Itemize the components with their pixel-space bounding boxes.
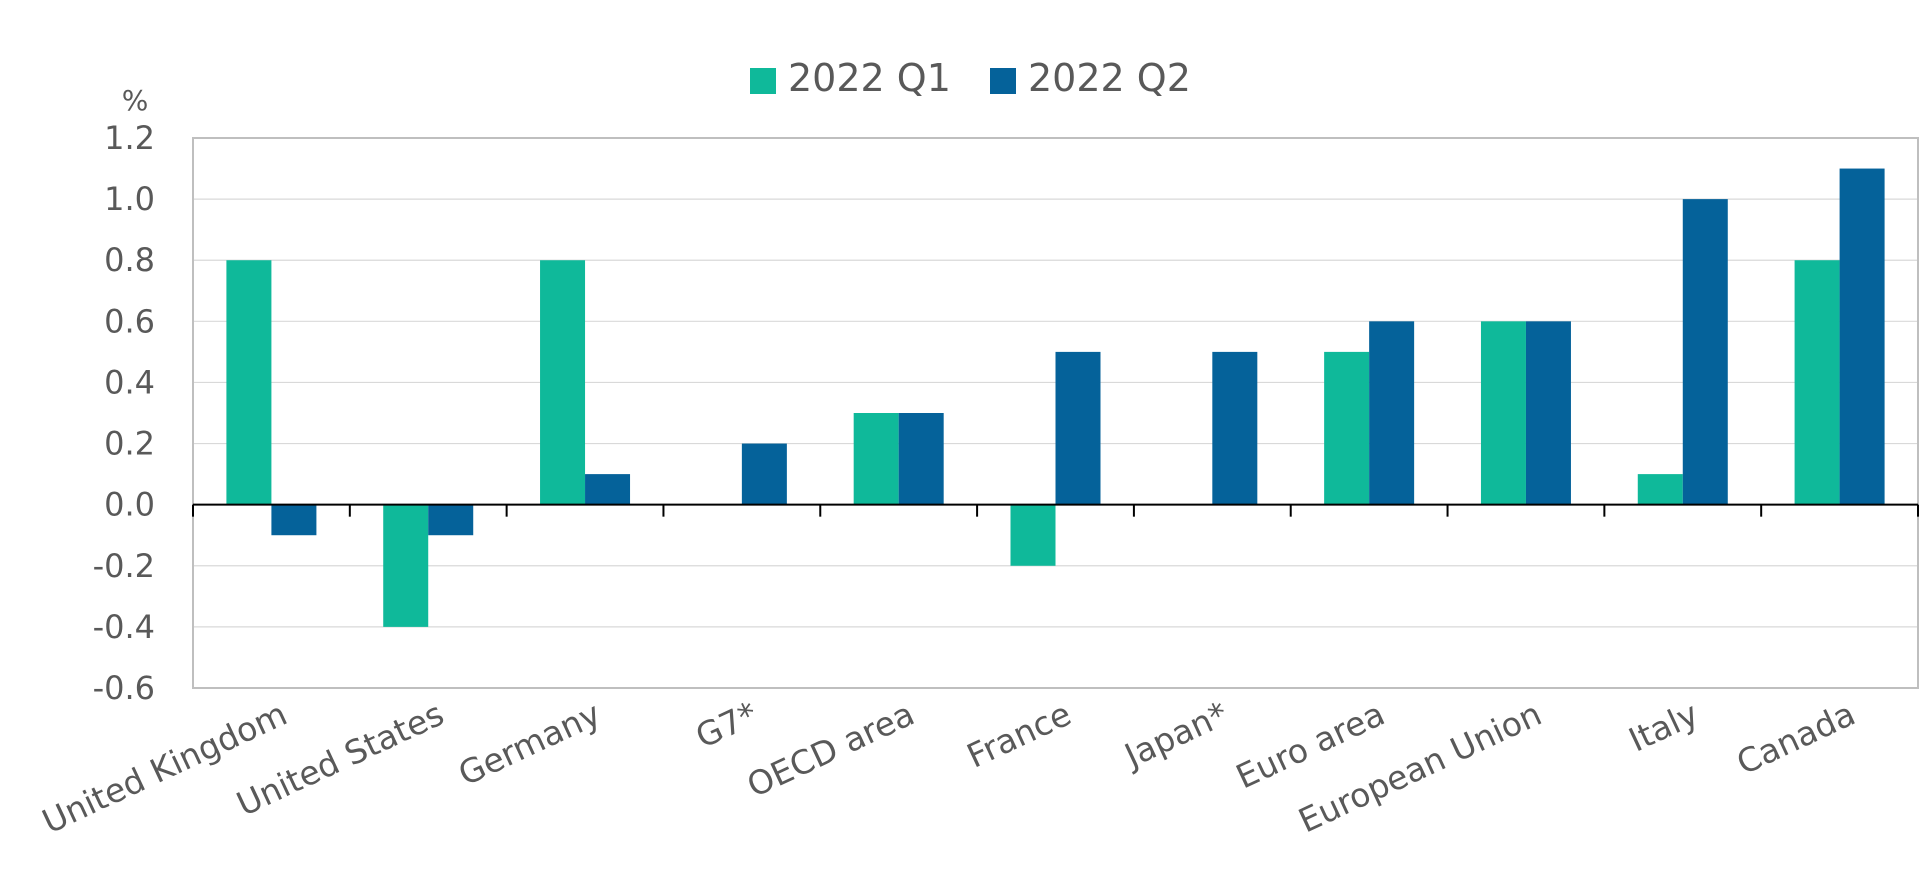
bar-q1: [226, 260, 272, 505]
bar-q2: [428, 504, 474, 536]
bars: [226, 168, 1885, 627]
x-category-label: Italy: [1623, 694, 1704, 760]
bar-q2: [1369, 321, 1415, 505]
y-tick-label: 0.2: [104, 425, 155, 463]
bar-q2: [741, 443, 787, 505]
bar-q2: [898, 413, 944, 505]
bar-q2: [1212, 351, 1258, 505]
y-axis-unit-label: %: [122, 84, 149, 117]
x-category-label: Canada: [1731, 694, 1861, 782]
legend: 2022 Q1 2022 Q2: [750, 56, 1191, 100]
bar-q1: [540, 260, 586, 505]
y-axis-ticks: -0.6 -0.4 -0.2 0.0 0.2 0.4 0.6 0.8 1.0 1.2: [93, 119, 155, 707]
bar-q2: [585, 474, 631, 505]
bar-q2: [1525, 321, 1571, 505]
bar-q2: [1839, 168, 1885, 505]
bar-q2: [1055, 351, 1101, 505]
bar-q1: [383, 504, 429, 627]
bar-q2: [1682, 199, 1728, 505]
y-tick-label: 0.6: [104, 302, 155, 340]
y-tick-label: -0.2: [93, 547, 155, 585]
y-tick-label: 0.4: [104, 363, 155, 401]
bar-q1: [1637, 474, 1683, 505]
bar-q1: [1480, 321, 1526, 505]
bar-q1: [1010, 504, 1056, 566]
y-tick-label: -0.4: [93, 608, 155, 646]
zero-axis: [192, 503, 1919, 517]
y-tick-label: 0.8: [104, 241, 155, 279]
x-category-label: Germany: [452, 694, 606, 793]
y-tick-label: 0.0: [104, 486, 155, 524]
bar-q2: [271, 504, 317, 536]
y-tick-label: 1.0: [104, 180, 155, 218]
legend-label: 2022 Q1: [788, 56, 951, 100]
y-tick-label: 1.2: [104, 119, 155, 157]
plot-area-frame: [192, 137, 1919, 689]
bar-q1: [1794, 260, 1840, 505]
x-category-label: OECD area: [741, 694, 920, 805]
y-tick-label: -0.6: [93, 669, 155, 707]
x-category-label: Japan*: [1117, 694, 1234, 776]
x-category-label: France: [961, 694, 1077, 776]
x-category-label: G7*: [690, 694, 764, 756]
legend-swatch: [990, 68, 1016, 94]
bar-q1: [853, 413, 899, 505]
legend-label: 2022 Q2: [1028, 56, 1191, 100]
legend-swatch: [750, 68, 776, 94]
bar-q1: [1324, 351, 1370, 505]
